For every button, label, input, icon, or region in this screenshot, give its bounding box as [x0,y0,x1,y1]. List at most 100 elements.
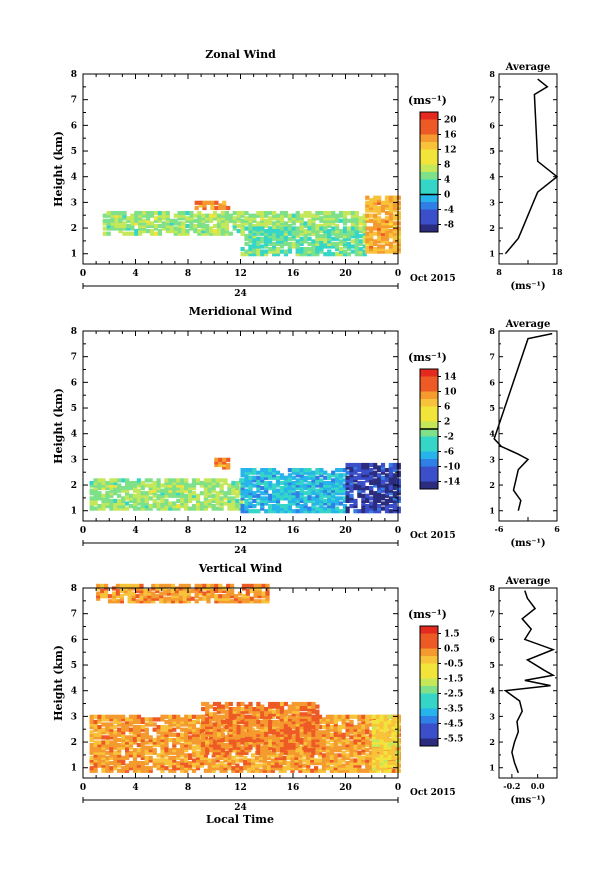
heatmap-cell [216,701,222,707]
heatmap-cell [131,596,136,601]
heatmap-cell [197,221,202,226]
heatmap-cell [365,473,370,478]
heatmap-cell [191,732,197,737]
heatmap-cell [256,737,261,743]
heatmap-cell [163,596,168,601]
heatmap-cell [260,504,265,509]
heatmap-cell [342,231,348,236]
heatmap-cell [264,231,269,236]
heatmap-cell [283,211,288,216]
heatmap-cell [235,480,240,486]
heatmap-cell [396,216,401,221]
heatmap-cell [184,730,189,735]
heatmap-cell [164,758,169,763]
heatmap-cell [93,753,98,758]
heatmap-cell [256,709,261,714]
heatmap-cell [384,231,390,236]
heatmap-cell [93,740,98,745]
heatmap-cell [89,748,94,753]
heatmap-cell [358,249,363,254]
heatmap-cell [240,473,245,478]
heatmap-cell [388,195,393,200]
heatmap-cell [245,599,250,604]
heatmap-cell [247,763,252,768]
colorbar-segment [420,671,438,679]
heatmap-cell [383,725,388,730]
heatmap-cell [272,211,277,216]
heatmap-cell [232,740,237,745]
heatmap-cell [272,735,277,740]
heatmap-cell [264,213,269,218]
heatmap-cell [201,725,206,730]
heatmap-cell [388,200,393,205]
heatmap-cell [236,719,241,725]
heatmap-cell [331,478,336,483]
heatmap-cell [272,223,277,229]
heatmap-cell [321,768,327,773]
heatmap-cell [327,501,332,506]
heatmap-cell [341,743,346,748]
heatmap-cell [369,241,374,246]
heatmap-cell [369,745,374,750]
heatmap-cell [287,231,292,236]
heatmap-cell [142,218,147,223]
heatmap-cell [350,213,355,218]
heatmap-cell [342,498,348,503]
heatmap-cell [153,218,159,223]
heatmap-cell [311,241,316,246]
heatmap-cell [323,226,328,231]
heatmap-cell [260,480,265,486]
heatmap-cell [299,236,304,241]
heatmap-cell [97,714,102,719]
heatmap-cell [383,717,388,722]
heatmap-cell [298,766,303,771]
heatmap-cell [365,496,370,501]
heatmap-cell [174,588,180,594]
heatmap-cell [220,221,225,226]
heatmap-cell [138,231,143,236]
heatmap-cell [331,470,336,475]
heatmap-cell [212,725,218,730]
heatmap-cell [205,223,210,229]
heatmap-cell [188,486,193,491]
colorbar-segment [420,451,438,460]
heatmap-cell [264,750,269,755]
heatmap-cell [240,732,245,737]
heatmap-cell [291,509,296,514]
heatmap-cell [191,725,197,730]
heatmap-cell [243,730,248,735]
heatmap-cell [142,221,147,226]
heatmap-cell [93,761,98,766]
heatmap-cell [256,501,261,506]
heatmap-cell [211,717,216,722]
heatmap-cell [235,722,240,727]
heatmap-cell [136,750,141,755]
heatmap-cell [354,221,359,226]
heatmap-cell [265,591,270,596]
heatmap-cell [268,226,273,231]
heatmap-cell [362,231,367,236]
heatmap-cell [295,229,300,234]
heatmap-cell [286,725,291,730]
heatmap-cell [299,712,304,717]
heatmap-cell [105,755,110,760]
heatmap-cell [93,750,98,755]
heatmap-cell [391,743,396,748]
heatmap-cell [207,480,212,486]
heatmap-cell [371,727,376,732]
heatmap-cell [228,735,233,740]
heatmap-cell [181,216,186,221]
heatmap-cell [275,504,281,509]
heatmap-cell [315,239,320,244]
average-title: Average [505,576,551,587]
heatmap-cell [321,725,327,730]
heatmap-cell [338,509,344,514]
heatmap-cell [358,252,363,257]
heatmap-cell [239,727,244,732]
heatmap-cell [140,493,145,498]
heatmap-cell [233,596,239,601]
heatmap-cell [345,755,350,760]
heatmap-cell [278,755,283,760]
heatmap-cell [190,596,195,601]
heatmap-cell [279,750,285,755]
